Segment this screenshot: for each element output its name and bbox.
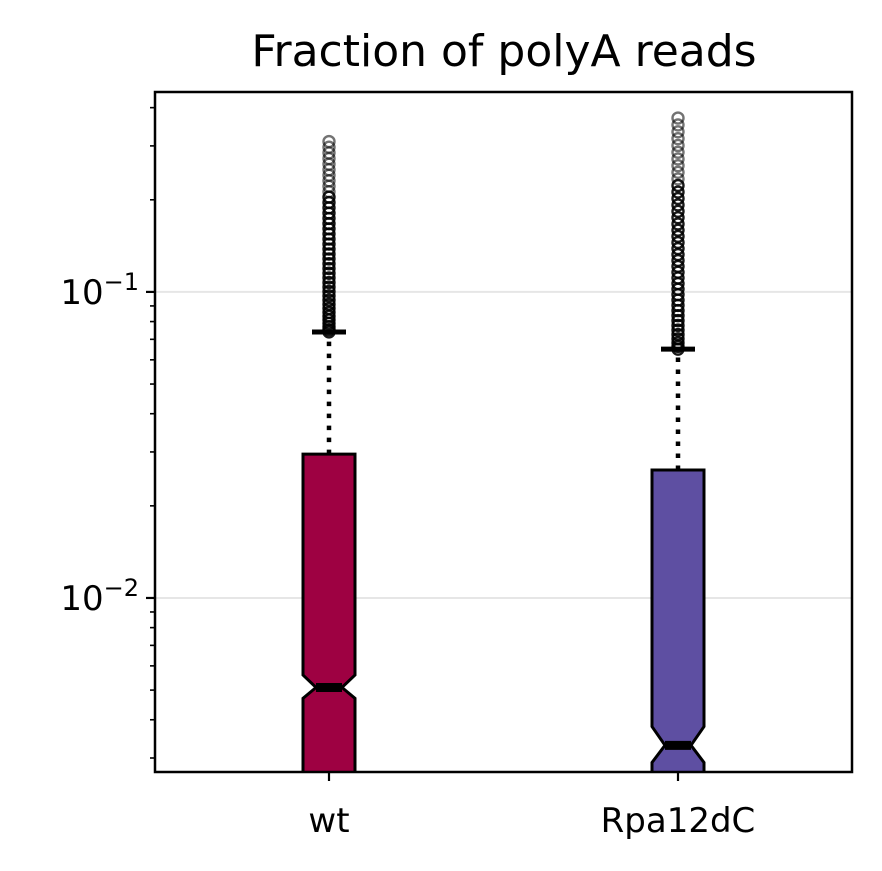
outlier-point-1-34 (671, 152, 685, 166)
outlier-point-1-33 (671, 158, 685, 173)
outlier-point-1-40 (671, 111, 685, 125)
outlier-point-0-7 (322, 301, 336, 316)
axis-layer: 10−110−2wt Rpa12dC (60, 106, 756, 841)
outlier-point-0-8 (322, 297, 336, 312)
outlier-point-1-30 (671, 178, 685, 193)
y-tick-label-1: 10−2 (60, 574, 139, 619)
outlier-point-1-31 (671, 172, 685, 186)
outlier-point-0-39 (322, 140, 336, 154)
y-tick-label-exponent: −2 (104, 574, 139, 602)
outlier-point-1-25 (671, 210, 685, 225)
x-tick-label-1: Rpa12dC (601, 801, 756, 841)
outlier-point-0-17 (322, 257, 336, 271)
outlier-point-0-11 (322, 284, 336, 299)
outlier-point-0-14 (322, 271, 336, 285)
box-wt (301, 134, 357, 772)
outlier-point-1-37 (671, 131, 685, 146)
outlier-point-1-28 (671, 191, 685, 206)
box-rpa12dc (650, 111, 706, 772)
outlier-point-1-27 (671, 198, 685, 212)
outlier-point-1-38 (671, 125, 685, 139)
plot-frame (153, 90, 854, 774)
outlier-point-1-3 (671, 332, 685, 346)
chart-title: Fraction of polyA reads (251, 26, 756, 77)
outlier-point-1-39 (671, 118, 685, 132)
outlier-point-1-6 (671, 318, 685, 333)
outlier-point-1-26 (671, 204, 685, 219)
outlier-point-1-32 (671, 165, 685, 180)
outlier-point-1-4 (671, 327, 685, 342)
outliers-0 (322, 134, 336, 339)
grid-layer (155, 290, 852, 599)
outlier-point-0-12 (322, 280, 336, 294)
outlier-point-0-16 (322, 261, 336, 276)
outlier-point-1-21 (671, 235, 685, 250)
y-tick-label-base: 10 (60, 273, 103, 313)
y-tick-label-base: 10 (60, 579, 103, 619)
outlier-point-1-24 (671, 217, 685, 231)
outlier-point-1-23 (671, 223, 685, 237)
outlier-point-1-36 (671, 138, 685, 153)
outlier-point-0-9 (322, 293, 336, 307)
outlier-point-0-15 (322, 266, 336, 280)
y-tick-label-exponent: −1 (104, 268, 139, 296)
outlier-point-0-13 (322, 275, 336, 290)
box-body-1 (650, 468, 706, 772)
outlier-point-0-40 (322, 134, 336, 149)
y-tick-label-0: 10−1 (60, 268, 139, 313)
outlier-point-1-22 (671, 229, 685, 244)
box-body-0 (301, 452, 357, 772)
outliers-1 (671, 111, 685, 356)
outlier-point-1-35 (671, 145, 685, 159)
outlier-point-1-29 (671, 185, 685, 199)
x-tick-label-0: wt (308, 801, 349, 841)
outlier-point-1-5 (671, 323, 685, 337)
box-layer (301, 111, 706, 772)
outlier-point-0-10 (322, 289, 336, 303)
outlier-point-0-6 (322, 305, 336, 320)
